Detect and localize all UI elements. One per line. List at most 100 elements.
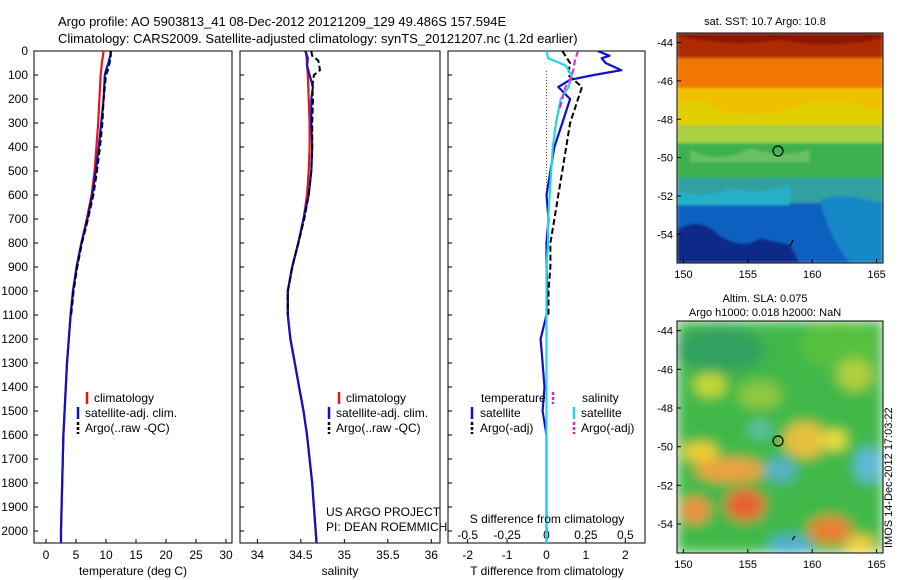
map-x-tick-label: 165	[867, 269, 885, 281]
depth-tick-label: 1100	[2, 308, 28, 322]
sla-map-axes: 150 155 160 165 -44 -46 -48 -50 -52 -54	[657, 326, 886, 571]
temperature-panel-frame	[33, 50, 233, 544]
x2-tick-label: -0.25	[493, 528, 521, 542]
map-x-tick-label: 150	[674, 559, 692, 571]
series-line-climatology	[59, 51, 105, 543]
legend-label-s-argo: Argo(-adj)	[581, 421, 634, 435]
legend-label-climatology: climatology	[346, 391, 406, 405]
x-tick-label: 35	[338, 548, 352, 562]
series-line-satellite-adj-clim	[286, 51, 318, 543]
x2-tick-label: 0.25	[574, 528, 598, 542]
depth-tick-label: 1400	[1, 380, 28, 394]
x-tick-label: 34	[251, 548, 265, 562]
legend-label-t-argo: Argo(-adj)	[480, 421, 533, 435]
temperature-plot: 0 5 10 15 20 25 30	[43, 51, 233, 562]
depth-axis: 0 100 200 300 400 500 600 700 800 900 1000 1100 1200…	[1, 44, 452, 538]
map-x-tick-label: 155	[739, 269, 757, 281]
depth-tick-label: 900	[8, 260, 28, 274]
credit-project: US ARGO PROJECT	[326, 505, 441, 519]
header-line-1: Argo profile: AO 5903813_41 08-Dec-2012 …	[58, 14, 506, 29]
series-group	[539, 51, 623, 543]
x-tick-label: 0	[43, 548, 50, 562]
series-line-s-argo-adj	[558, 51, 579, 112]
legend-label-argo: Argo(..raw -QC)	[336, 421, 421, 435]
depth-tick-label: 800	[8, 236, 28, 250]
sla-map-title-2: Argo h1000: 0.018 h2000: NaN	[689, 307, 841, 319]
map-y-tick-label: -46	[657, 76, 673, 88]
map-y-tick-label: -44	[657, 38, 673, 50]
x-tick-label: -2	[462, 548, 473, 562]
depth-tick-label: 700	[8, 212, 28, 226]
depth-tick-label: 1500	[1, 404, 28, 418]
map-y-tick-label: -46	[657, 364, 673, 376]
difference-legend: temperature satellite Argo(-adj) salinit…	[470, 391, 634, 435]
map-y-tick-label: -48	[657, 403, 673, 415]
x2-tick-label: 0.5	[617, 528, 634, 542]
x-tick-label: 30	[219, 548, 233, 562]
depth-tick-label: 500	[8, 164, 28, 178]
map-y-tick-label: -50	[657, 442, 673, 454]
sla-map	[677, 321, 883, 553]
legend-label-t-satellite: satellite	[480, 406, 521, 420]
map-coastline-fragment	[789, 239, 794, 247]
argo-position-marker	[772, 145, 784, 157]
x-tick-label: 2	[622, 548, 629, 562]
sst-map-title: sat. SST: 10.7 Argo: 10.8	[704, 16, 826, 28]
x-tick-label: 36	[425, 548, 439, 562]
x-tick-label: -1	[502, 548, 513, 562]
series-line-t-satellite	[539, 51, 623, 543]
sst-map-axes: 150 155 160 165 -44 -46 -48 -50 -52 -54	[657, 38, 886, 281]
depth-tick-label: 1600	[1, 428, 28, 442]
x-tick-label: 35.5	[376, 548, 400, 562]
depth-tick-label: 400	[8, 140, 28, 154]
map-x-tick-label: 150	[674, 269, 692, 281]
x-tick-label: 5	[73, 548, 80, 562]
legend-label-satellite: satellite-adj. clim.	[85, 406, 177, 420]
credit-pi: PI: DEAN ROEMMICH	[326, 520, 447, 534]
series-line-satellite-adj-clim	[59, 51, 112, 543]
sla-map-title-1: Altim. SLA: 0.075	[723, 293, 808, 305]
temperature-xlabel: temperature (deg C)	[79, 564, 187, 578]
sla-map-frame	[676, 320, 884, 554]
map-x-tick-label: 165	[867, 559, 885, 571]
x-tick-label: 1	[583, 548, 590, 562]
x-tick-label: 25	[189, 548, 203, 562]
legend-label-climatology: climatology	[94, 391, 154, 405]
legend-label-argo: Argo(..raw -QC)	[85, 421, 170, 435]
depth-tick-label: 1000	[1, 284, 28, 298]
argo-position-marker	[772, 435, 784, 447]
sst-map-frame	[676, 32, 884, 264]
x-tick-label: 34.5	[289, 548, 313, 562]
series-line-argo-raw-qc	[70, 51, 112, 316]
map-y-tick-label: -50	[657, 153, 673, 165]
difference-plot: -2 -1 0 1 2-0.5 -0.25 0 0.25 0.5	[457, 51, 634, 562]
map-y-tick-label: -52	[657, 480, 673, 492]
legend-title-temperature: temperature	[481, 391, 546, 405]
difference-xlabel: T difference from climatology	[470, 564, 624, 578]
series-line-argo-raw-qc	[286, 51, 321, 315]
series-group	[286, 51, 321, 543]
depth-tick-label: 0	[21, 44, 28, 58]
x-tick-label: 20	[159, 548, 173, 562]
x-tick-label: 0	[543, 548, 550, 562]
difference-x2label: S difference from climatology	[470, 512, 625, 526]
depth-tick-label: 200	[8, 92, 28, 106]
series-group	[59, 51, 112, 543]
depth-tick-label: 300	[8, 116, 28, 130]
temperature-legend: climatology satellite-adj. clim. Argo(..…	[76, 391, 177, 435]
map-coastline-fragment	[791, 535, 796, 541]
map-x-tick-label: 160	[803, 559, 821, 571]
depth-tick-label: 2000	[1, 524, 28, 538]
map-y-tick-label: -54	[657, 519, 673, 531]
depth-tick-label: 1300	[1, 356, 28, 370]
legend-label-satellite: satellite-adj. clim.	[336, 406, 428, 420]
map-y-tick-label: -54	[657, 229, 673, 241]
depth-tick-label: 1900	[1, 500, 28, 514]
depth-tick-label: 1200	[1, 332, 28, 346]
imos-timestamp: IMOS 14-Dec-2012 17:03:22	[883, 407, 895, 548]
salinity-panel-frame	[239, 50, 441, 544]
depth-tick-label: 100	[8, 68, 28, 82]
legend-title-salinity: salinity	[582, 391, 619, 405]
depth-tick-label: 600	[8, 188, 28, 202]
